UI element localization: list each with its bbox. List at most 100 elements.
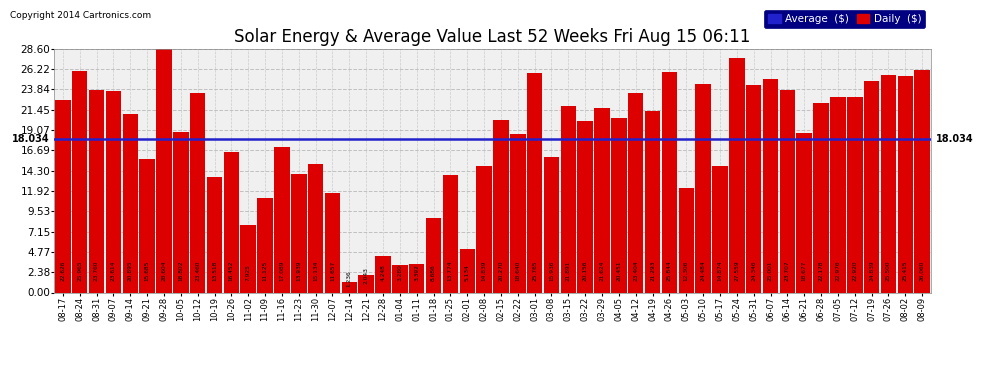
Bar (207, 177, 223, 292)
Text: 25.500: 25.500 (886, 260, 891, 280)
Bar (678, 188, 694, 292)
Bar (831, 97, 845, 292)
Text: 24.839: 24.839 (869, 260, 874, 280)
Bar (443, 175, 458, 292)
Bar (459, 249, 475, 292)
Bar (560, 106, 576, 292)
Bar (375, 256, 391, 292)
Text: 16.452: 16.452 (229, 260, 234, 280)
Bar (881, 75, 896, 292)
Text: 14.839: 14.839 (481, 260, 487, 280)
Text: 3.280: 3.280 (397, 264, 402, 280)
Bar (89, 90, 104, 292)
Bar (729, 58, 744, 292)
Bar (644, 111, 660, 292)
Bar (847, 97, 862, 292)
Bar (695, 84, 711, 292)
Text: 24.346: 24.346 (751, 260, 756, 280)
Text: 12.306: 12.306 (684, 260, 689, 280)
Bar (898, 76, 913, 292)
Text: 22.920: 22.920 (852, 260, 857, 280)
Text: 20.156: 20.156 (583, 260, 588, 280)
Bar (864, 81, 879, 292)
Text: 13.518: 13.518 (212, 260, 217, 280)
Bar (257, 198, 273, 292)
Text: 23.614: 23.614 (111, 260, 116, 280)
Text: 3.392: 3.392 (414, 264, 419, 280)
Text: 21.891: 21.891 (566, 260, 571, 280)
Text: 15.685: 15.685 (145, 260, 149, 280)
Bar (342, 282, 357, 292)
Bar (814, 104, 829, 292)
Bar (780, 90, 795, 292)
Text: 11.657: 11.657 (330, 260, 335, 280)
Text: 7.925: 7.925 (246, 264, 250, 280)
Bar (594, 108, 610, 292)
Text: 1.236: 1.236 (346, 271, 351, 287)
Bar (611, 118, 627, 292)
Text: 4.248: 4.248 (380, 264, 385, 280)
Bar (274, 147, 290, 292)
Bar (762, 80, 778, 292)
Text: 26.060: 26.060 (920, 260, 925, 280)
Text: 23.760: 23.760 (94, 260, 99, 280)
Bar (358, 275, 374, 292)
Text: 13.774: 13.774 (447, 260, 452, 280)
Bar (325, 193, 341, 292)
Text: 28.604: 28.604 (161, 260, 166, 280)
Text: Copyright 2014 Cartronics.com: Copyright 2014 Cartronics.com (10, 11, 151, 20)
Bar (123, 114, 138, 292)
Bar (712, 166, 728, 292)
Bar (661, 72, 677, 292)
Text: 2.043: 2.043 (363, 267, 368, 284)
Text: 18.034: 18.034 (12, 134, 50, 144)
Text: 27.559: 27.559 (735, 260, 740, 280)
Bar (241, 225, 256, 292)
Text: 24.484: 24.484 (701, 260, 706, 280)
Bar (628, 93, 644, 292)
Bar (476, 166, 492, 292)
Bar (577, 121, 593, 292)
Text: 18.034: 18.034 (936, 134, 973, 144)
Bar (915, 70, 930, 292)
Bar (493, 120, 509, 292)
Text: 13.939: 13.939 (296, 260, 301, 280)
Title: Solar Energy & Average Value Last 52 Weeks Fri Aug 15 06:11: Solar Energy & Average Value Last 52 Wee… (235, 28, 750, 46)
Text: 25.765: 25.765 (533, 260, 538, 280)
Text: 20.270: 20.270 (498, 260, 504, 280)
Text: 21.293: 21.293 (650, 260, 655, 280)
Text: 25.001: 25.001 (768, 260, 773, 280)
Bar (426, 219, 442, 292)
Text: 11.125: 11.125 (262, 260, 267, 280)
Bar (72, 71, 87, 292)
Text: 17.089: 17.089 (279, 260, 284, 280)
Bar (173, 132, 188, 292)
Text: 5.134: 5.134 (464, 264, 469, 280)
Text: 25.415: 25.415 (903, 260, 908, 280)
Bar (190, 93, 205, 292)
Bar (544, 157, 559, 292)
Bar (224, 152, 240, 292)
Bar (55, 100, 70, 292)
Text: 25.965: 25.965 (77, 260, 82, 280)
Bar (308, 164, 324, 292)
Text: 20.895: 20.895 (128, 260, 133, 280)
Text: 15.936: 15.936 (549, 260, 554, 280)
Bar (140, 159, 154, 292)
Text: 22.178: 22.178 (819, 260, 824, 280)
Bar (291, 174, 307, 292)
Bar (797, 134, 812, 292)
Text: 21.624: 21.624 (600, 260, 605, 280)
Text: 23.460: 23.460 (195, 260, 200, 280)
Text: 18.802: 18.802 (178, 260, 183, 280)
Text: 23.707: 23.707 (785, 260, 790, 280)
Bar (745, 85, 761, 292)
Text: 15.134: 15.134 (313, 260, 318, 280)
Text: 22.626: 22.626 (60, 260, 65, 280)
Text: 14.874: 14.874 (718, 260, 723, 280)
Bar (392, 264, 408, 292)
Bar (510, 134, 526, 292)
Text: 23.404: 23.404 (634, 260, 639, 280)
Text: 22.976: 22.976 (836, 260, 841, 280)
Bar (527, 73, 543, 292)
